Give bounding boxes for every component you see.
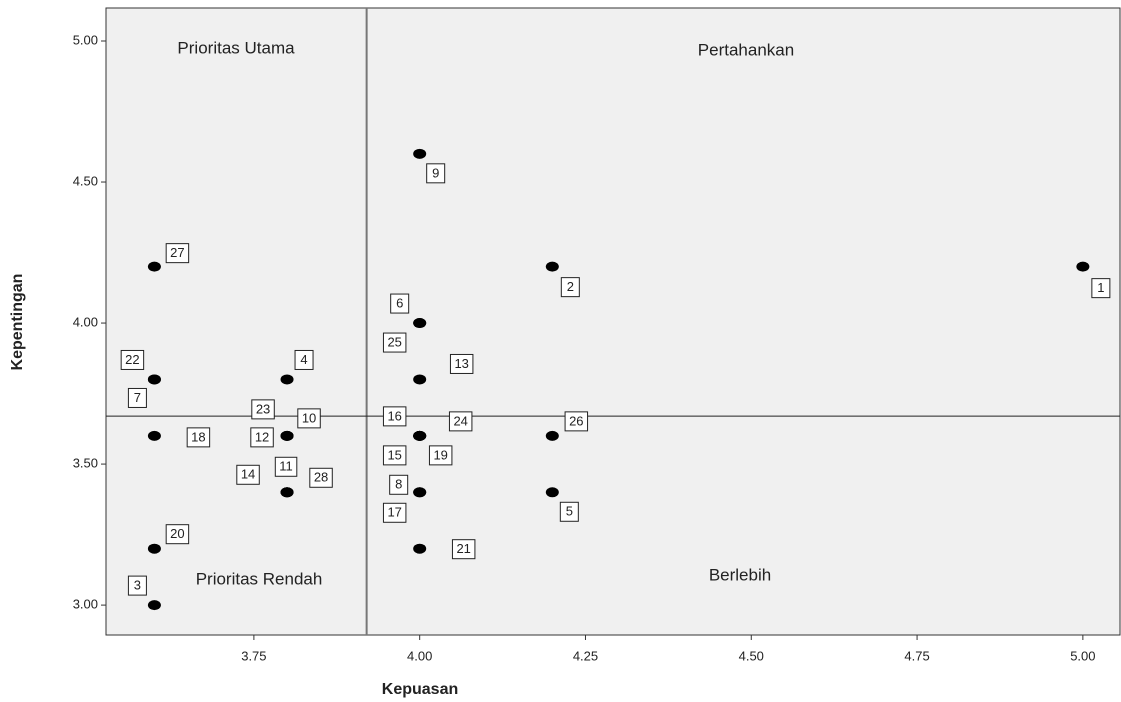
y-tick-label: 3.00 [73,597,98,612]
point-label-box [236,464,260,485]
point-label: 22 [125,352,139,367]
x-tick-label: 4.50 [739,648,764,663]
point-label: 23 [256,401,270,416]
point-label-box [448,411,473,432]
point [545,261,559,272]
x-tick-label: 4.00 [407,648,432,663]
point [280,430,294,441]
x-axis-label: Kepuasan [382,681,458,698]
point [147,430,161,441]
point-label: 12 [255,429,269,444]
y-tick-label: 4.00 [73,314,98,329]
point-label-box [165,524,190,545]
y-axis-label: Kepentingan [9,274,26,371]
point-label: 18 [191,429,205,444]
point-label: 13 [454,356,468,371]
point-label: 1 [1097,280,1104,295]
point [280,487,294,498]
point [545,430,559,441]
point-label: 17 [387,505,401,520]
quadrant-label: Pertahankan [698,40,794,59]
x-tick-label: 4.25 [573,648,598,663]
point-label-box [250,427,274,448]
point [147,543,161,554]
point-label: 11 [279,459,293,474]
point-label: 21 [456,541,470,556]
point-label: 3 [134,578,141,593]
point-label: 10 [302,410,316,425]
point [413,318,427,329]
point-label: 19 [433,447,447,462]
point-label-box [274,456,298,477]
point-label-box [297,408,321,429]
y-tick-label: 5.00 [73,32,98,47]
point-label-box [127,387,147,408]
point-label: 15 [387,447,401,462]
point-label-box [165,243,190,264]
point-label: 9 [432,165,439,180]
point [1076,261,1090,272]
point-label-box [390,293,410,314]
point-label: 14 [241,467,255,482]
point [147,374,161,385]
point-label: 26 [569,413,583,428]
point [545,487,559,498]
point-label-box [186,427,211,448]
point-label: 7 [134,390,141,405]
point-label-box [127,575,147,596]
point-label: 16 [387,408,401,423]
quadrant-label: Prioritas Rendah [196,569,323,588]
point [413,430,427,441]
point-label: 27 [170,245,184,260]
point-label: 2 [567,279,574,294]
point [147,600,161,611]
point [147,261,161,272]
point-label-box [251,399,275,420]
point-label-box [451,539,476,560]
point-label-box [426,163,446,184]
point-label-box [382,445,407,466]
x-tick-label: 4.75 [904,648,929,663]
point-label-box [382,332,407,353]
point-label: 24 [453,413,467,428]
point-label-box [389,474,409,495]
point-label: 5 [566,504,573,519]
y-tick-label: 4.50 [73,173,98,188]
point-label-box [449,353,474,374]
point-label: 28 [314,470,328,485]
point-label-box [560,277,580,298]
point-label-box [382,502,407,523]
point [413,148,427,159]
x-tick-label: 5.00 [1070,648,1095,663]
point-label: 25 [387,334,401,349]
point-label-box [382,406,407,427]
point [413,374,427,385]
point-label-box [294,349,314,370]
quadrant-label: Berlebih [709,565,771,584]
point-label-box [120,349,145,370]
point-label-box [428,445,453,466]
point-label-box [1091,278,1111,299]
quadrant-label: Prioritas Utama [177,38,295,57]
plot-area [105,7,1121,636]
point-label: 20 [170,526,184,541]
y-tick-label: 3.50 [73,456,98,471]
point-label-box [559,501,579,522]
point-label: 4 [300,352,307,367]
point-label: 6 [396,295,403,310]
point [413,487,427,498]
point-label-box [564,411,589,432]
point [280,374,294,385]
point [413,543,427,554]
point-label: 8 [395,477,402,492]
point-label-box [309,467,333,488]
x-tick-label: 3.75 [241,648,266,663]
